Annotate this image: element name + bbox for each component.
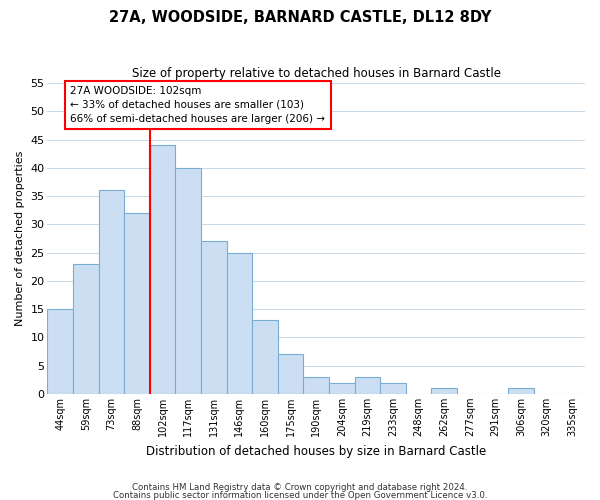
Bar — [355, 377, 380, 394]
Text: 27A WOODSIDE: 102sqm
← 33% of detached houses are smaller (103)
66% of semi-deta: 27A WOODSIDE: 102sqm ← 33% of detached h… — [70, 86, 325, 124]
Bar — [201, 242, 227, 394]
Bar — [47, 309, 73, 394]
Text: Contains HM Land Registry data © Crown copyright and database right 2024.: Contains HM Land Registry data © Crown c… — [132, 484, 468, 492]
Text: Contains public sector information licensed under the Open Government Licence v3: Contains public sector information licen… — [113, 490, 487, 500]
Bar — [73, 264, 98, 394]
Bar — [98, 190, 124, 394]
Bar — [227, 252, 252, 394]
Bar — [252, 320, 278, 394]
Bar — [304, 377, 329, 394]
Y-axis label: Number of detached properties: Number of detached properties — [15, 151, 25, 326]
Bar — [380, 382, 406, 394]
Bar — [508, 388, 534, 394]
Bar — [124, 213, 150, 394]
Bar — [329, 382, 355, 394]
Bar — [175, 168, 201, 394]
Text: 27A, WOODSIDE, BARNARD CASTLE, DL12 8DY: 27A, WOODSIDE, BARNARD CASTLE, DL12 8DY — [109, 10, 491, 25]
Bar — [431, 388, 457, 394]
Bar — [150, 145, 175, 394]
Bar — [278, 354, 304, 394]
Title: Size of property relative to detached houses in Barnard Castle: Size of property relative to detached ho… — [132, 68, 501, 80]
X-axis label: Distribution of detached houses by size in Barnard Castle: Distribution of detached houses by size … — [146, 444, 487, 458]
